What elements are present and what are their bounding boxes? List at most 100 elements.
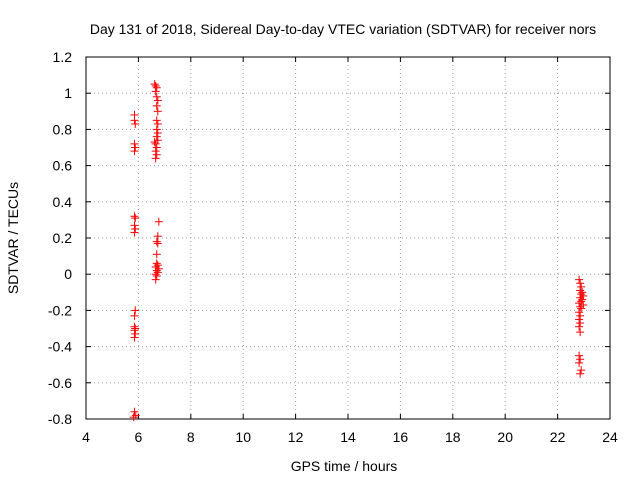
data-point [151, 154, 160, 163]
x-tick-label: 16 [393, 429, 409, 445]
y-tick-label: 0.2 [53, 230, 73, 246]
data-point [152, 132, 161, 141]
x-tick-label: 14 [340, 429, 356, 445]
y-tick-label: 1.2 [53, 49, 73, 65]
y-tick-label: 0.4 [53, 194, 73, 210]
data-point [130, 139, 139, 148]
data-point [152, 101, 161, 110]
data-point [575, 322, 584, 331]
data-point [575, 308, 584, 317]
x-tick-label: 22 [550, 429, 566, 445]
data-point [152, 92, 161, 101]
data-point [152, 83, 161, 92]
data-point [151, 147, 160, 156]
data-point [575, 351, 584, 360]
data-point [131, 224, 140, 233]
x-tick-label: 12 [288, 429, 304, 445]
data-point [576, 355, 585, 364]
y-tick-label: -0.8 [48, 411, 72, 427]
y-tick-label: 0 [64, 266, 72, 282]
x-tick-label: 8 [187, 429, 195, 445]
data-point [131, 411, 140, 420]
data-point [577, 304, 586, 313]
y-tick-label: 0.6 [53, 158, 73, 174]
data-point [153, 268, 162, 277]
x-tick-label: 10 [235, 429, 251, 445]
data-point [576, 293, 585, 302]
data-point [154, 217, 163, 226]
data-point [576, 279, 585, 288]
data-point [575, 358, 584, 367]
data-point [130, 326, 139, 335]
data-point [578, 288, 587, 297]
data-point [577, 282, 586, 291]
data-point [576, 311, 585, 320]
data-point [129, 413, 138, 422]
data-point [153, 232, 162, 241]
x-tick-label: 24 [602, 429, 618, 445]
data-point [153, 129, 162, 138]
y-tick-label: -0.4 [48, 339, 72, 355]
data-point [152, 272, 161, 281]
data-point [152, 237, 161, 246]
x-tick-label: 18 [445, 429, 461, 445]
data-point [152, 250, 161, 259]
data-point [576, 319, 585, 328]
data-point [131, 306, 140, 315]
data-point [154, 264, 163, 273]
data-point [152, 259, 161, 268]
y-axis-title: SDTVAR / TECUs [5, 182, 21, 294]
data-point [130, 228, 139, 237]
x-tick-labels: 4 6 8 10 12 14 16 18 20 22 24 [82, 429, 618, 445]
data-point [150, 80, 159, 89]
data-point [576, 302, 585, 311]
data-point [575, 275, 584, 284]
grid [86, 57, 610, 419]
data-point [152, 150, 161, 159]
data-point [153, 239, 162, 248]
x-tick-label: 20 [497, 429, 513, 445]
data-point [152, 125, 161, 134]
data-point [577, 290, 586, 299]
data-point [576, 369, 585, 378]
data-point [131, 214, 140, 223]
data-point [131, 329, 140, 338]
chart-title: Day 131 of 2018, Sidereal Day-to-day VTE… [90, 21, 596, 37]
data-point [577, 297, 586, 306]
data-point [151, 275, 160, 284]
y-tick-label: -0.6 [48, 375, 72, 391]
data-point [150, 138, 159, 147]
data-points [129, 80, 588, 422]
data-point [577, 366, 586, 375]
data-point [130, 116, 139, 125]
data-point [151, 87, 160, 96]
y-tick-label: -0.2 [48, 302, 72, 318]
data-point [575, 315, 584, 324]
x-axis-title: GPS time / hours [291, 458, 398, 474]
y-tick-label: 1 [64, 85, 72, 101]
data-point [153, 261, 162, 270]
data-point [130, 212, 139, 221]
data-point [153, 119, 162, 128]
data-point [131, 143, 140, 152]
data-point [130, 407, 139, 416]
data-point [151, 139, 160, 148]
data-point [130, 333, 139, 342]
y-tick-labels: -0.8 -0.6 -0.4 -0.2 0 0.2 0.4 0.6 0.8 1 1.2 [48, 49, 72, 427]
x-tick-label: 6 [135, 429, 143, 445]
data-point [131, 119, 140, 128]
x-tick-label: 4 [82, 429, 90, 445]
data-point [130, 221, 139, 230]
data-point [576, 328, 585, 337]
data-point [152, 116, 161, 125]
data-point [130, 147, 139, 156]
data-point [152, 143, 161, 152]
data-point [576, 286, 585, 295]
data-point [575, 299, 584, 308]
y-tick-label: 0.8 [53, 121, 73, 137]
axis-ticks [85, 56, 611, 420]
data-point [153, 107, 162, 116]
data-point [130, 311, 139, 320]
